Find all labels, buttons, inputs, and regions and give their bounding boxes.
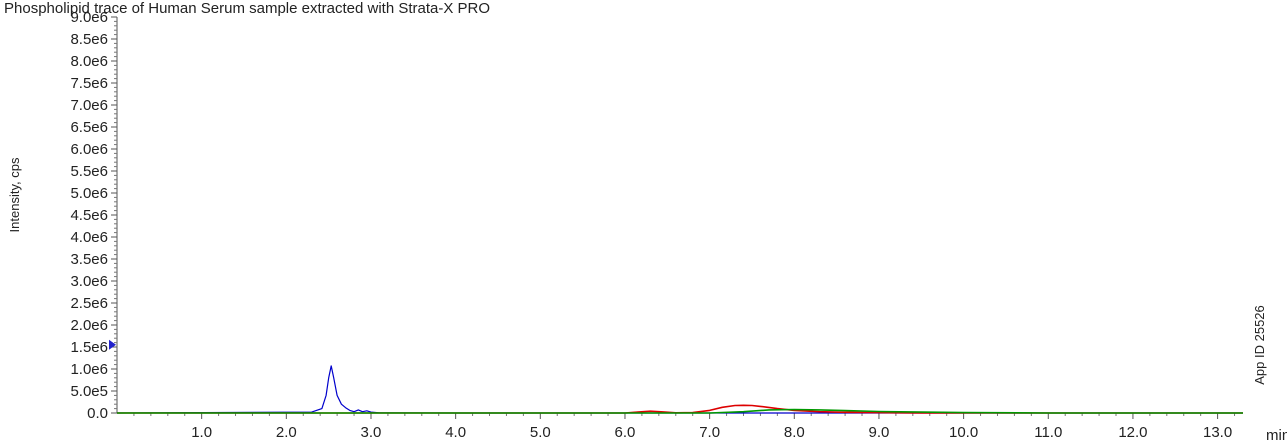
x-ticks: 1.0 2.0 3.0 4.0 5.0 6.0 7.0 8.0 9.0 10.0 11.0 12.0 1… bbox=[133, 413, 1236, 441]
x-axis-label: min bbox=[1266, 427, 1287, 444]
y-tick-label: 3.0e6 bbox=[70, 273, 108, 290]
x-tick-label: 4.0 bbox=[445, 424, 466, 441]
x-tick-label: 3.0 bbox=[361, 424, 382, 441]
y-tick-label: 1.5e6 bbox=[70, 339, 108, 356]
y-ticks: 0.0 5.0e5 1.0e6 1.5e6 2.0e6 2.5e6 3.0e6 3.5e6 4.… bbox=[70, 9, 117, 422]
x-tick-label: 5.0 bbox=[530, 424, 551, 441]
y-marker-triangle bbox=[109, 339, 116, 350]
y-tick-label: 2.0e6 bbox=[70, 317, 108, 334]
y-tick-label: 8.5e6 bbox=[70, 31, 108, 48]
y-tick-label: 5.5e6 bbox=[70, 163, 108, 180]
y-tick-label: 6.5e6 bbox=[70, 119, 108, 136]
x-tick-label: 6.0 bbox=[615, 424, 636, 441]
y-tick-label: 1.0e6 bbox=[70, 361, 108, 378]
series-line-1 bbox=[116, 365, 1243, 414]
y-tick-label: 2.5e6 bbox=[70, 295, 108, 312]
x-tick-label: 2.0 bbox=[276, 424, 297, 441]
y-tick-label: 5.0e6 bbox=[70, 185, 108, 202]
series-group bbox=[116, 365, 1243, 414]
x-tick-label: 10.0 bbox=[949, 424, 978, 441]
chart-title: Phospholipid trace of Human Serum sample… bbox=[4, 0, 490, 17]
y-tick-label: 7.0e6 bbox=[70, 97, 108, 114]
x-tick-label: 8.0 bbox=[784, 424, 805, 441]
y-tick-label: 4.5e6 bbox=[70, 207, 108, 224]
y-tick-label: 6.0e6 bbox=[70, 141, 108, 158]
y-axis-label: Intensity, cps bbox=[7, 157, 22, 232]
app-id-annotation: App ID 25526 bbox=[1252, 305, 1267, 385]
y-tick-label: 4.0e6 bbox=[70, 229, 108, 246]
x-tick-label: 12.0 bbox=[1118, 424, 1147, 441]
y-tick-label: 3.5e6 bbox=[70, 251, 108, 268]
y-tick-label: 0.0 bbox=[87, 405, 108, 422]
x-tick-label: 9.0 bbox=[869, 424, 890, 441]
x-tick-label: 13.0 bbox=[1203, 424, 1232, 441]
y-tick-label: 5.0e5 bbox=[70, 383, 108, 400]
x-tick-label: 7.0 bbox=[699, 424, 720, 441]
x-tick-label: 11.0 bbox=[1034, 424, 1062, 441]
x-tick-label: 1.0 bbox=[191, 424, 212, 441]
series-line-3 bbox=[117, 408, 1243, 414]
y-tick-label: 9.0e6 bbox=[70, 9, 108, 26]
y-tick-label: 7.5e6 bbox=[70, 75, 108, 92]
series-line-2 bbox=[117, 404, 1243, 414]
y-tick-label: 8.0e6 bbox=[70, 53, 108, 70]
